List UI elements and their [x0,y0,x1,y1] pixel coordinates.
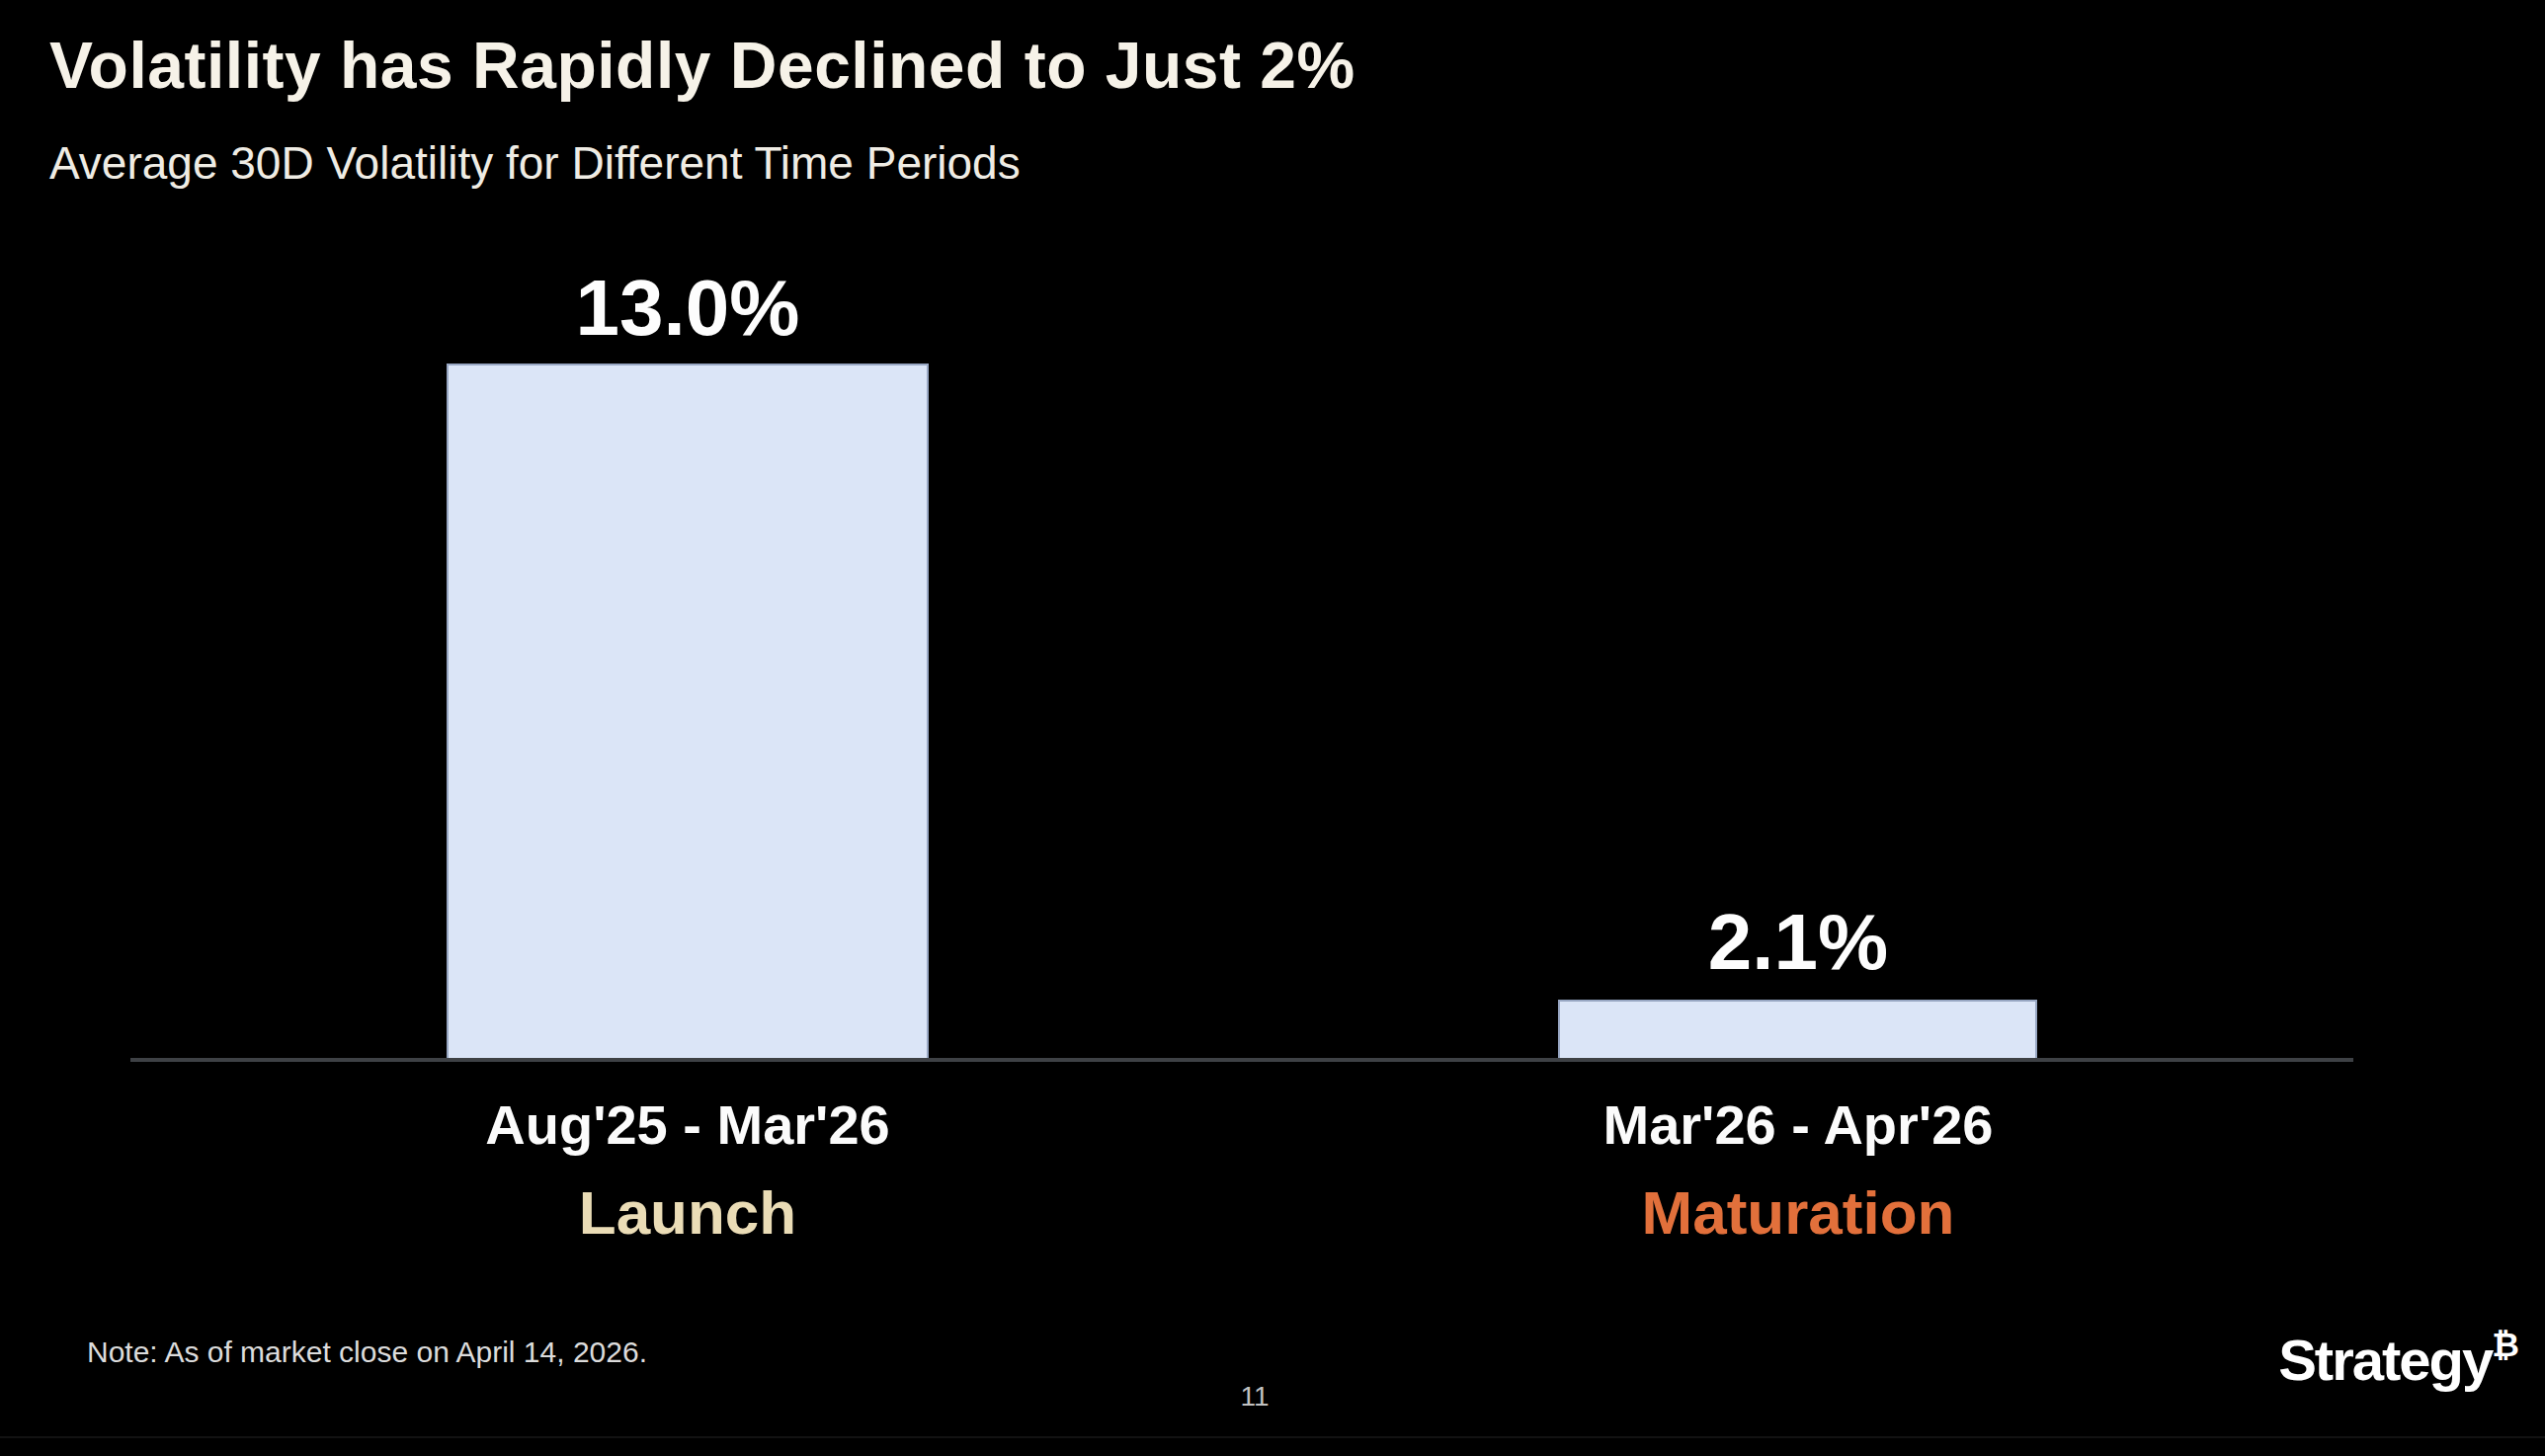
strategy-logo: Strategy₿ [2278,1326,2519,1393]
bar-value-label-launch: 13.0% [431,269,944,348]
category-label-launch-period: Aug'25 - Mar'26 [381,1092,994,1157]
footnote: Note: As of market close on April 14, 20… [87,1335,647,1369]
page-number: 11 [1176,1381,1334,1413]
bar-launch [447,364,929,1060]
x-axis-line [130,1058,2353,1062]
page-title: Volatility has Rapidly Declined to Just … [49,28,1355,103]
phase-label-launch: Launch [381,1177,994,1248]
bar-maturation [1558,1000,2037,1060]
presentation-slide: Volatility has Rapidly Declined to Just … [0,0,2545,1456]
phase-label-maturation: Maturation [1492,1177,2104,1248]
category-label-maturation-period: Mar'26 - Apr'26 [1492,1092,2104,1157]
chart-subtitle: Average 30D Volatility for Different Tim… [49,136,1021,190]
bar-value-label-maturation: 2.1% [1541,903,2055,982]
bitcoin-icon: ₿ [2492,1326,2519,1363]
bottom-divider [0,1436,2545,1438]
strategy-logo-text: Strategy [2278,1328,2492,1392]
